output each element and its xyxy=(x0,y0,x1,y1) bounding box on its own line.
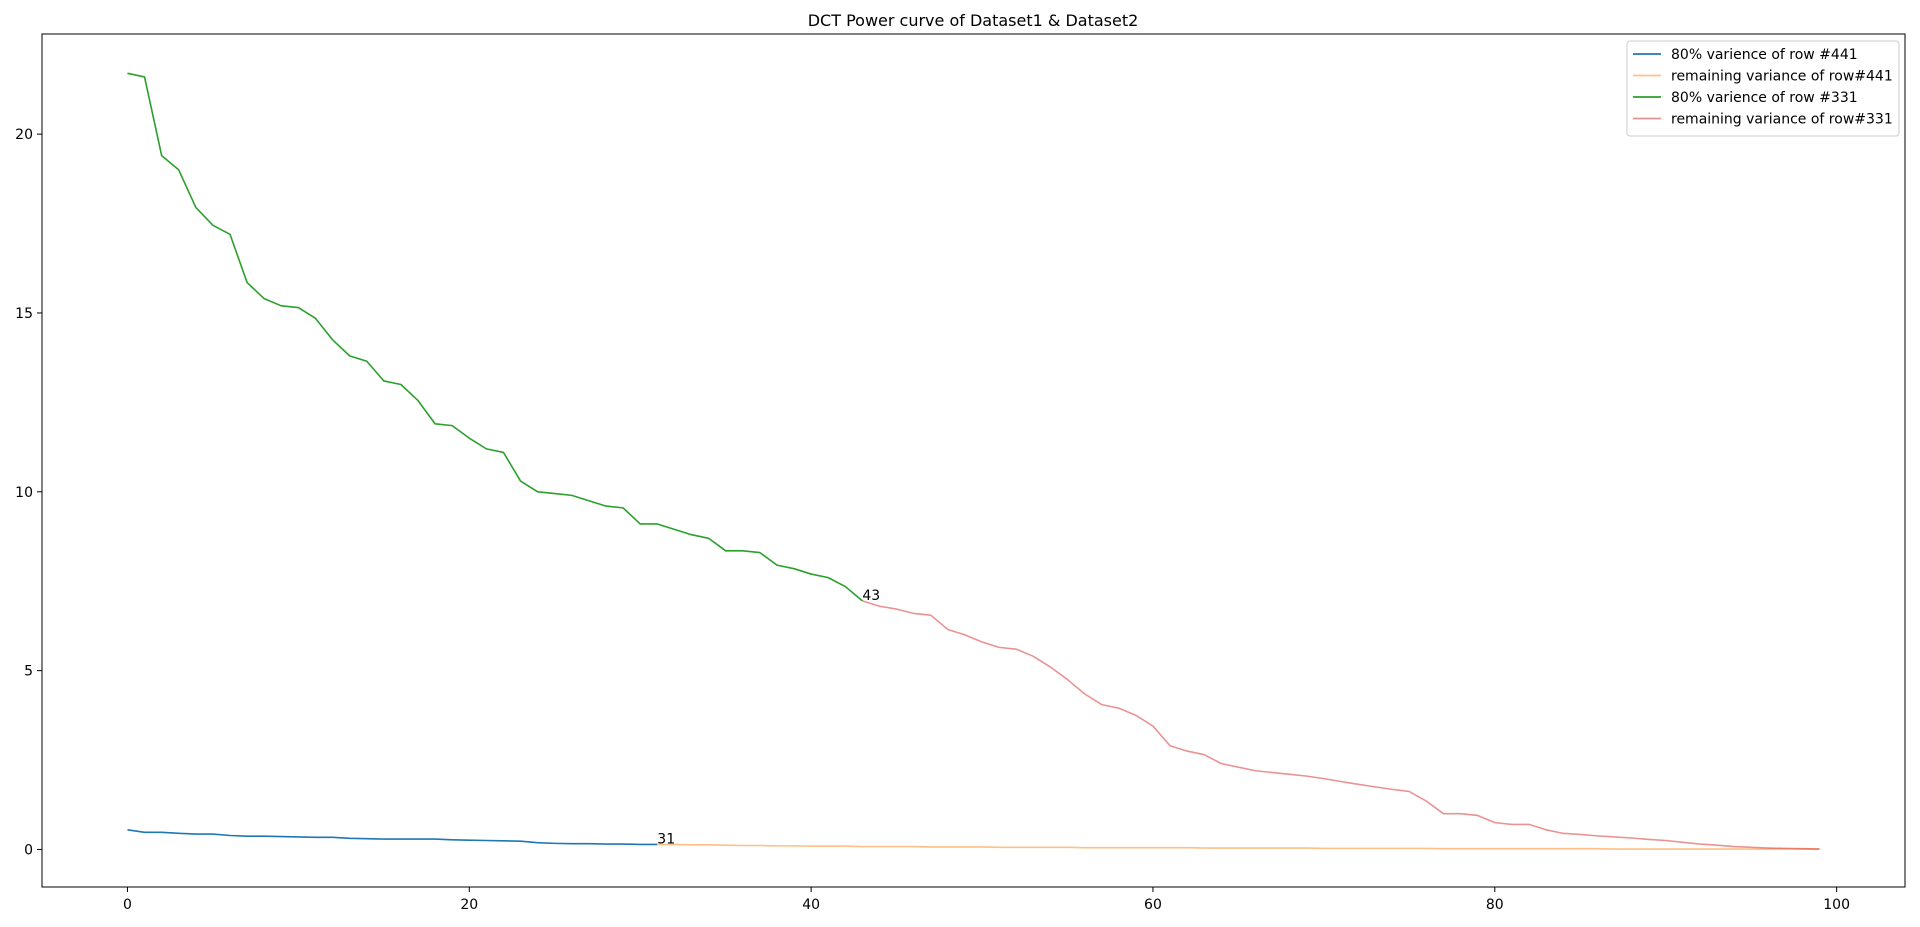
y-tick-label: 0 xyxy=(24,842,33,858)
plot-frame xyxy=(41,33,1906,888)
legend-label: remaining variance of row#331 xyxy=(1671,112,1893,128)
x-tick-label: 60 xyxy=(1144,897,1162,913)
y-tick-label: 10 xyxy=(15,485,33,501)
series-layer xyxy=(127,72,1820,850)
series-line-3 xyxy=(127,72,863,602)
series-line-2 xyxy=(657,843,1820,850)
x-tick-label: 100 xyxy=(1823,897,1850,913)
legend-label: 80% varience of row #441 xyxy=(1671,47,1858,63)
x-tick-label: 80 xyxy=(1486,897,1504,913)
x-axis: 0 20 40 60 80 100 xyxy=(123,887,1850,913)
y-tick-label: 15 xyxy=(15,306,33,322)
x-tick-label: 40 xyxy=(802,897,820,913)
y-axis: 0 5 10 15 20 xyxy=(15,127,42,858)
series-line-4 xyxy=(862,600,1820,850)
legend: 80% varience of row #441 remaining varian… xyxy=(1626,40,1900,137)
y-tick-label: 5 xyxy=(24,664,33,680)
legend-box xyxy=(1626,40,1900,137)
legend-label: remaining variance of row#441 xyxy=(1671,69,1893,85)
chart-title: DCT Power curve of Dataset1 & Dataset2 xyxy=(808,11,1139,30)
x-tick-label: 20 xyxy=(460,897,478,913)
legend-label: 80% varience of row #331 xyxy=(1671,90,1858,106)
annotations: 43 31 xyxy=(657,588,880,848)
annotation-label: 43 xyxy=(862,588,880,604)
y-tick-label: 20 xyxy=(15,127,33,143)
annotation-label: 31 xyxy=(657,831,675,847)
series-line-1 xyxy=(127,828,658,846)
x-tick-label: 0 xyxy=(123,897,132,913)
